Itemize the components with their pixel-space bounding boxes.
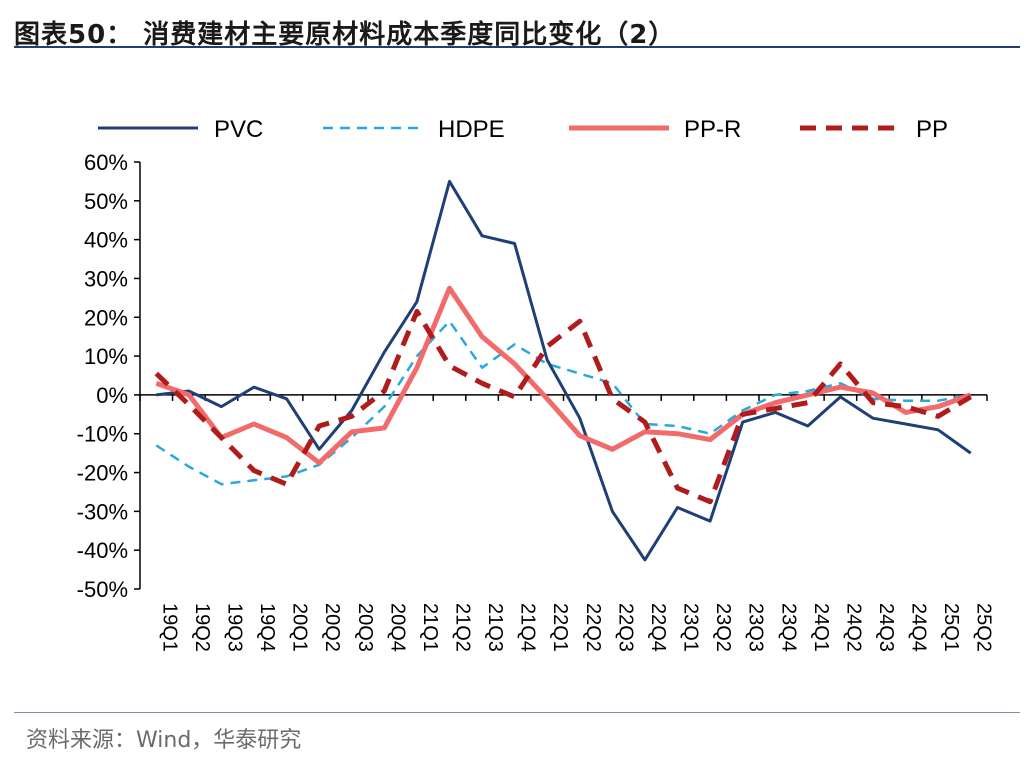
x-tick-label: 19Q2 — [191, 603, 213, 652]
chart-legend: PVC HDPE PP-R PP — [98, 116, 948, 143]
y-tick-label: 40% — [84, 228, 128, 253]
chart-axes: 60% 50% 40% 30% 20% 10% 0% -10% -20% -30% -40% -50%… — [77, 150, 995, 652]
y-tick-label: 10% — [84, 344, 128, 369]
x-tick-label: 20Q3 — [354, 603, 376, 652]
footer-divider — [14, 712, 1020, 713]
y-tick-label: 30% — [84, 266, 128, 291]
legend-label-hdpe: HDPE — [438, 116, 505, 143]
x-tick-label: 23Q1 — [680, 603, 702, 652]
x-tick-label: 20Q4 — [386, 603, 408, 652]
y-tick-label: -10% — [77, 422, 128, 447]
series-line-pp — [154, 308, 972, 505]
x-tick-label: 24Q2 — [842, 603, 864, 652]
x-tick-label: 19Q3 — [223, 603, 245, 652]
legend-label-pp: PP — [916, 116, 948, 143]
series-line-pp-r — [155, 285, 972, 466]
source-note: 资料来源：Wind，华泰研究 — [26, 728, 302, 753]
series-line-pvc — [156, 179, 972, 562]
y-tick-label: -30% — [77, 499, 128, 524]
y-tick-label: 20% — [84, 305, 128, 330]
x-tick-label: 21Q1 — [419, 603, 441, 652]
x-tick-label: 21Q2 — [451, 603, 473, 652]
x-tick-label: 20Q1 — [289, 603, 311, 652]
y-tick-label: -20% — [77, 461, 128, 486]
chart-title: 图表50： 消费建材主要原材料成本季度同比变化（2） — [14, 20, 676, 50]
chart-series — [154, 179, 972, 562]
y-tick-label: 50% — [84, 189, 128, 214]
title-divider — [14, 46, 1020, 48]
y-tick-label: 0% — [96, 383, 128, 408]
x-tick-label: 25Q1 — [940, 603, 962, 652]
x-tick-label: 24Q1 — [810, 603, 832, 652]
x-tick-label: 22Q2 — [582, 603, 604, 652]
x-tick-label: 22Q4 — [647, 603, 669, 652]
x-tick-label: 20Q2 — [321, 603, 343, 652]
x-tick-label: 24Q4 — [908, 603, 930, 652]
legend-label-pp-r: PP-R — [684, 116, 741, 143]
y-tick-label: -40% — [77, 538, 128, 563]
x-tick-label: 23Q3 — [745, 603, 767, 652]
x-tick-label: 21Q4 — [517, 603, 539, 652]
x-tick-label: 19Q1 — [158, 603, 180, 652]
y-tick-label: 60% — [84, 150, 128, 175]
x-tick-label: 23Q2 — [712, 603, 734, 652]
x-tick-label: 23Q4 — [777, 603, 799, 652]
x-tick-label: 22Q1 — [549, 603, 571, 652]
legend-label-pvc: PVC — [214, 116, 263, 143]
x-tick-label: 25Q2 — [973, 603, 995, 652]
x-tick-label: 24Q3 — [875, 603, 897, 652]
x-tick-label: 19Q4 — [256, 603, 278, 652]
y-tick-label: -50% — [77, 577, 128, 602]
x-tick-label: 22Q3 — [614, 603, 636, 652]
x-tick-label: 21Q3 — [484, 603, 506, 652]
